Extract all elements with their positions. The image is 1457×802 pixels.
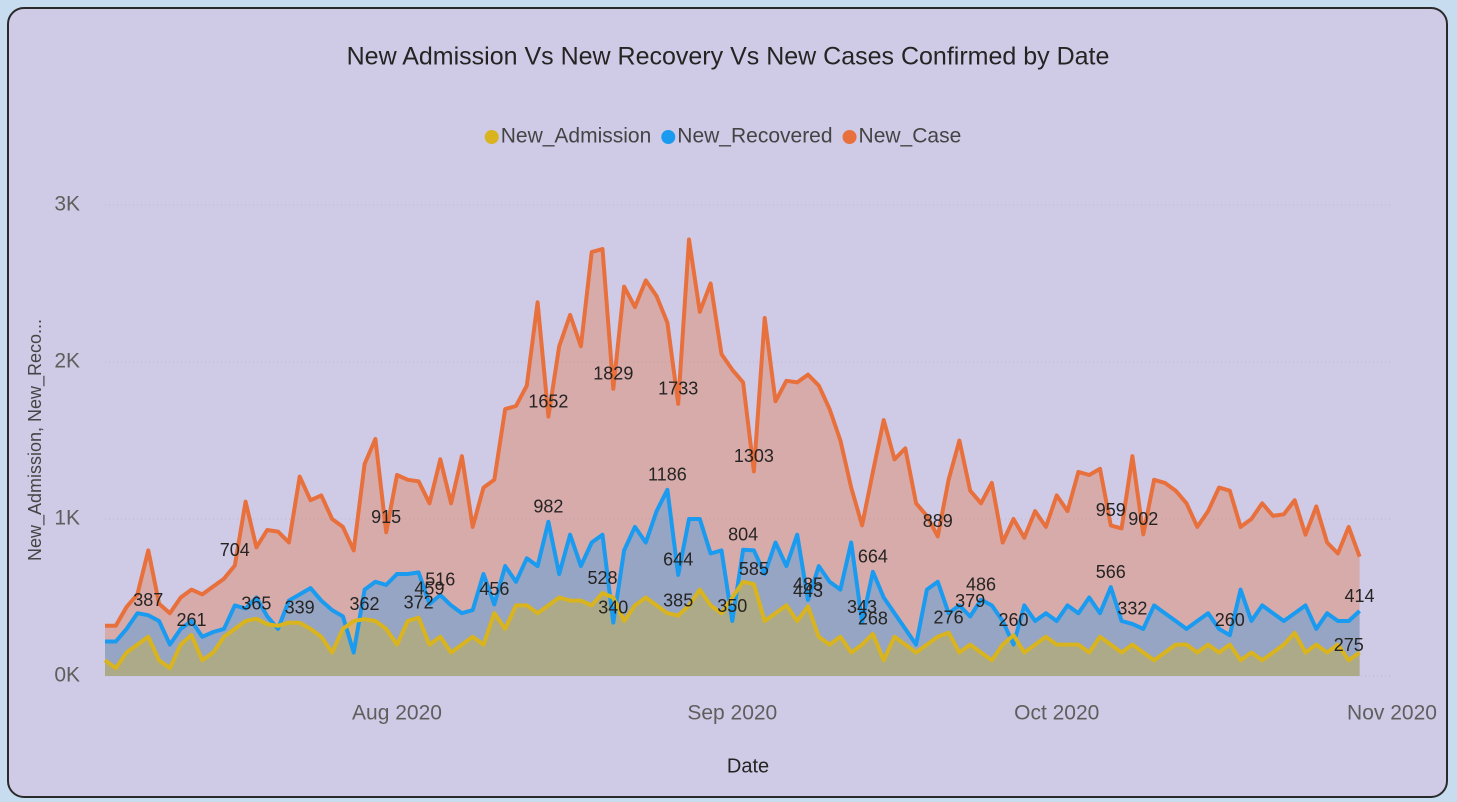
data-label: 385 [663,590,693,610]
area [105,239,1360,676]
line [103,579,1361,671]
x-tick-label: Oct 2020 [1014,702,1099,725]
data-label: 1733 [658,379,698,399]
x-tick-label: Aug 2020 [352,702,442,725]
data-label: 332 [1117,599,1147,619]
data-label: 443 [793,581,823,601]
data-label: 275 [1334,635,1364,655]
legend-marker [484,130,499,144]
legend-label: New_Recovered [677,125,832,148]
data-label: 362 [350,594,380,614]
legend-label: New_Case [859,125,962,148]
data-label: 343 [847,597,877,617]
data-label: 566 [1096,562,1126,582]
y-tick-label: 2K [54,350,80,373]
x-tick-label: Nov 2020 [1347,702,1437,725]
data-label: 516 [425,570,455,590]
line [105,487,1361,655]
data-label: 889 [923,511,953,531]
data-label: 372 [404,592,434,612]
data-label: 1186 [648,465,687,485]
chart-title: New Admission Vs New Recovery Vs New Cas… [347,43,1110,71]
y-tick-label: 0K [54,664,80,687]
data-label: 915 [371,507,401,527]
data-label: 664 [858,547,888,567]
area [105,489,1360,676]
data-label: 261 [176,610,206,630]
data-label: 260 [1215,610,1245,630]
y-axis-title: New_Admission, New_Reco... [25,319,46,561]
legend-marker [661,130,676,144]
data-label: 350 [717,596,747,616]
data-label: 1303 [734,446,774,466]
data-label: 982 [533,497,563,517]
legend: New_Case New_Recovered New_Admission [484,125,962,148]
data-label: 268 [858,609,888,629]
data-label: 456 [479,579,509,599]
area [105,581,1360,676]
y-tick-label: 1K [54,507,80,530]
legend-label: New_Admission [501,125,652,148]
data-label: 902 [1128,509,1158,529]
data-label: 387 [133,590,163,610]
data-label: 528 [587,568,617,588]
data-label: 414 [1345,586,1375,606]
data-label: 704 [220,540,250,560]
data-label: 959 [1096,500,1126,520]
legend-marker [842,130,857,144]
x-axis-title: Date [727,755,769,777]
data-label: 486 [966,574,996,594]
line [105,237,1362,628]
data-label: 379 [955,591,985,611]
data-label: 485 [793,575,823,595]
data-label: 804 [728,525,758,545]
data-label: 1652 [528,391,568,411]
data-label: 585 [739,559,769,579]
x-tick-label: Sep 2020 [687,702,777,725]
data-label: 365 [241,593,271,613]
data-label: 1829 [593,364,633,384]
data-label: 459 [414,579,444,599]
y-tick-label: 3K [54,193,80,216]
data-label: 339 [285,598,315,618]
data-label: 340 [598,597,628,617]
data-label: 644 [663,550,693,570]
data-label: 260 [998,610,1028,630]
data-label: 276 [934,607,964,627]
